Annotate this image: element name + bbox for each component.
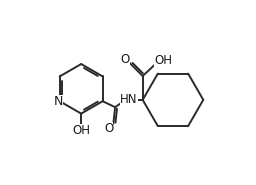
Text: OH: OH (154, 54, 172, 67)
Text: N: N (54, 95, 63, 108)
Text: O: O (104, 122, 113, 135)
Text: OH: OH (72, 124, 90, 137)
Text: HN: HN (120, 93, 138, 106)
Text: O: O (121, 53, 130, 66)
